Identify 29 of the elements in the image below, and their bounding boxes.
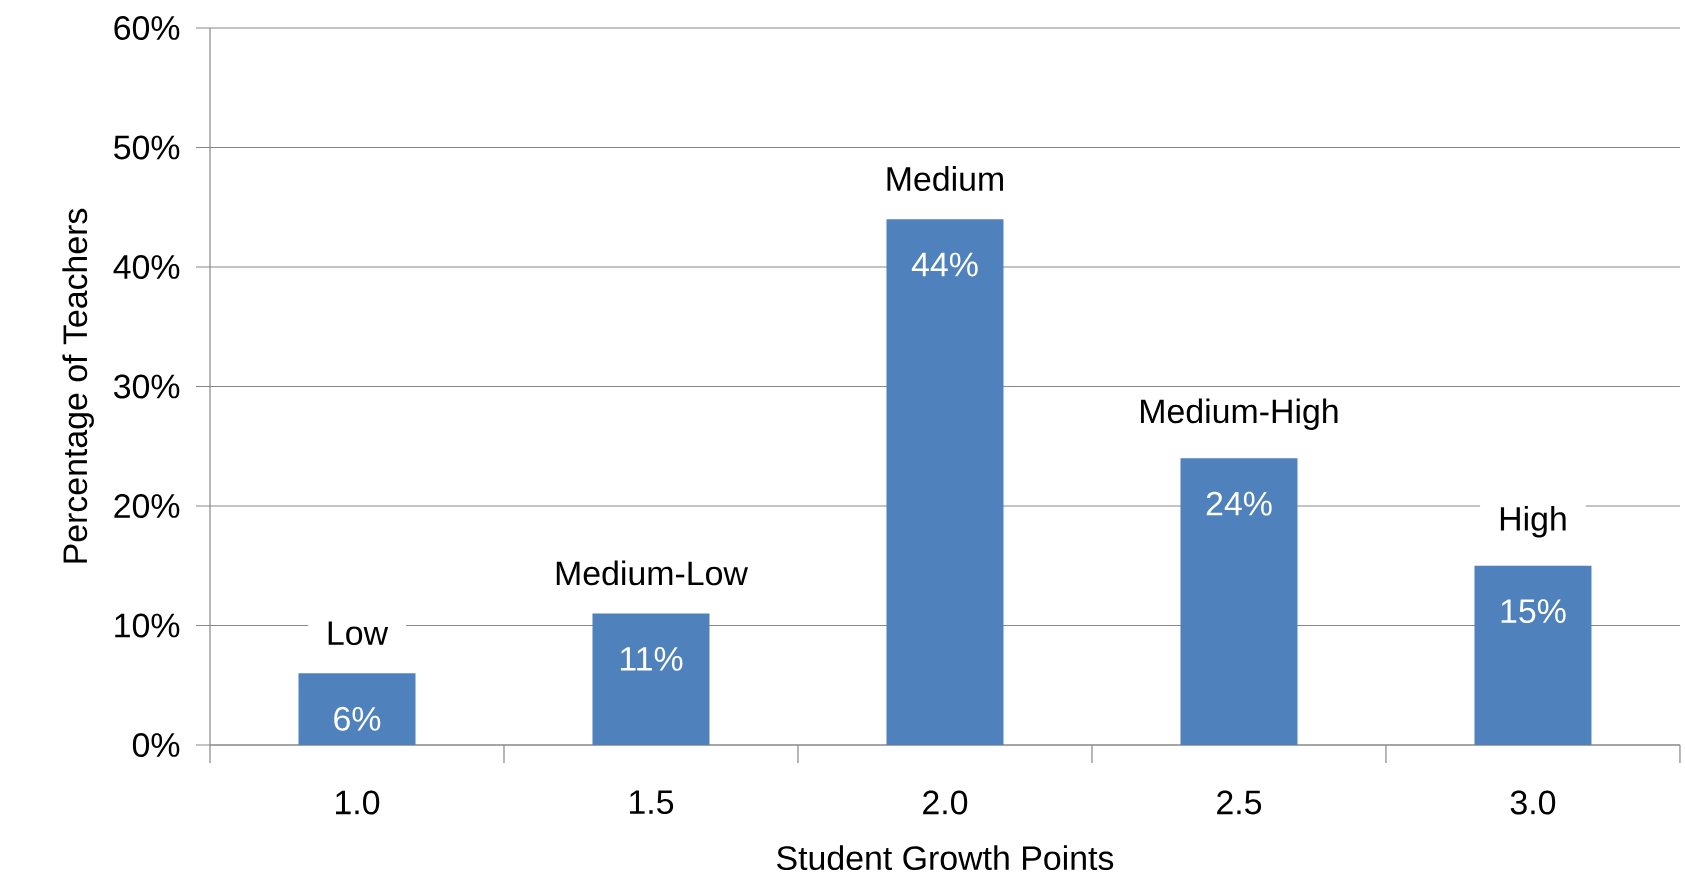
bar <box>592 613 710 745</box>
y-tick-label: 60% <box>114 16 180 40</box>
data-label: 11% <box>620 647 683 671</box>
y-tick-label: 30% <box>114 374 180 399</box>
x-axis-title: Student Growth Points <box>777 845 1114 871</box>
bar <box>298 673 416 745</box>
data-label: 6% <box>334 706 381 731</box>
x-tick-label: 1.0 <box>336 790 380 815</box>
annotation: High <box>1500 505 1566 538</box>
data-label: 15% <box>1501 599 1566 624</box>
annotation: Medium-High <box>1141 398 1338 430</box>
annotation: Medium-Low <box>556 560 748 586</box>
y-tick-label: 40% <box>113 255 180 279</box>
y-tick-label: 50% <box>114 135 180 160</box>
x-tick-label: 2.5 <box>1217 790 1262 815</box>
data-label: 44% <box>911 252 978 277</box>
data-label: 24% <box>1206 491 1272 516</box>
y-tick-label: 10% <box>115 613 180 638</box>
annotation: Medium <box>887 166 1003 191</box>
annotation: Low <box>328 621 389 646</box>
y-tick-label: 0% <box>132 733 180 757</box>
y-tick-label: 20% <box>114 494 180 518</box>
y-axis-title: Percentage of Teachers <box>62 208 94 563</box>
x-tick-label: 3.0 <box>1510 790 1556 815</box>
x-tick-label: 1.5 <box>630 790 674 815</box>
x-tick-label: 2.0 <box>923 790 968 815</box>
bar <box>1180 458 1298 745</box>
bar <box>886 219 1004 745</box>
bar <box>1474 565 1592 745</box>
